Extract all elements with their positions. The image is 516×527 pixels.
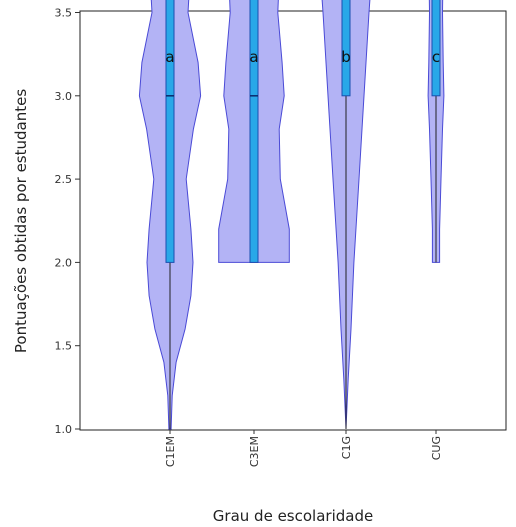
- iqr-box: [165, 0, 175, 263]
- significance-letter: a: [249, 48, 258, 66]
- x-tick-label: CUG: [430, 436, 443, 460]
- y-tick-label: 1.0: [55, 423, 73, 436]
- violins: [138, 0, 445, 430]
- x-tick-label: C1EM: [164, 436, 177, 467]
- significance-letter: c: [432, 48, 440, 66]
- y-axis: 1.01.52.02.53.03.54.04.55.05.5: [55, 7, 80, 436]
- y-tick-label: 1.5: [55, 340, 73, 353]
- violin-group-cug: [427, 0, 445, 263]
- x-tick-label: C1G: [340, 436, 353, 459]
- iqr-box: [431, 0, 441, 97]
- x-axis-title: Grau de escolaridade: [213, 507, 373, 525]
- y-tick-label: 3.5: [55, 7, 73, 20]
- y-tick-label: 2.0: [55, 256, 73, 269]
- x-tick-label: C3EM: [248, 436, 261, 467]
- significance-letter: b: [341, 48, 351, 66]
- y-tick-label: 2.5: [55, 173, 73, 186]
- iqr-box: [249, 0, 259, 263]
- violin-group-c3em: [218, 0, 290, 263]
- y-axis-title: Pontuações obtidas por estudantes: [12, 89, 30, 353]
- iqr-box: [341, 0, 351, 97]
- violin-group-c1g: [321, 0, 371, 430]
- y-tick-label: 3.0: [55, 90, 73, 103]
- x-axis: C1EM C3EM C1G CUG: [164, 430, 443, 467]
- violin-group-c1em: [138, 0, 202, 430]
- significance-letter: a: [165, 48, 174, 66]
